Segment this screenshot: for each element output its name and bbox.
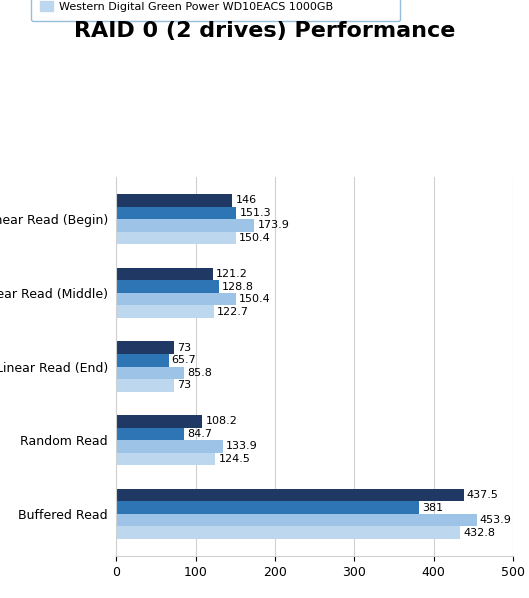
Bar bbox=[116, 501, 419, 514]
Text: 84.7: 84.7 bbox=[187, 429, 212, 439]
Text: RAID 0 (2 drives) Performance: RAID 0 (2 drives) Performance bbox=[74, 21, 455, 41]
Bar bbox=[116, 219, 254, 232]
Text: 146: 146 bbox=[235, 196, 257, 206]
Text: 108.2: 108.2 bbox=[205, 416, 238, 426]
Bar bbox=[116, 526, 460, 539]
Text: 437.5: 437.5 bbox=[467, 490, 499, 500]
Bar bbox=[116, 489, 463, 501]
Bar bbox=[116, 428, 184, 440]
Bar bbox=[116, 367, 185, 379]
Bar bbox=[116, 354, 169, 367]
Bar bbox=[116, 280, 218, 293]
Bar bbox=[116, 341, 175, 354]
Bar bbox=[116, 306, 214, 318]
Bar bbox=[116, 207, 236, 219]
Text: 150.4: 150.4 bbox=[239, 294, 271, 304]
Bar bbox=[116, 293, 236, 306]
Text: 124.5: 124.5 bbox=[218, 454, 250, 464]
Text: 151.3: 151.3 bbox=[240, 208, 271, 218]
Bar bbox=[116, 379, 175, 392]
Text: 128.8: 128.8 bbox=[222, 282, 254, 292]
Text: 73: 73 bbox=[178, 380, 191, 390]
Bar bbox=[116, 415, 202, 428]
Text: 121.2: 121.2 bbox=[216, 269, 248, 279]
Text: 173.9: 173.9 bbox=[258, 221, 289, 230]
Bar bbox=[116, 268, 213, 280]
Text: 453.9: 453.9 bbox=[480, 515, 512, 525]
Text: 65.7: 65.7 bbox=[172, 355, 196, 365]
Bar bbox=[116, 232, 236, 244]
Text: 122.7: 122.7 bbox=[217, 307, 249, 317]
Bar bbox=[116, 453, 215, 465]
Text: 381: 381 bbox=[422, 502, 443, 512]
Text: 73: 73 bbox=[178, 343, 191, 353]
Bar bbox=[116, 514, 477, 526]
Text: 133.9: 133.9 bbox=[226, 441, 258, 451]
Bar bbox=[116, 440, 223, 453]
Bar bbox=[116, 194, 232, 207]
Legend: Western Digital Caviar® Green Power WD5000AACS 500GB, Western Digital Caviar® SE: Western Digital Caviar® Green Power WD50… bbox=[31, 0, 400, 21]
Text: 85.8: 85.8 bbox=[188, 368, 213, 378]
Text: 432.8: 432.8 bbox=[463, 527, 495, 538]
Text: 150.4: 150.4 bbox=[239, 233, 271, 243]
